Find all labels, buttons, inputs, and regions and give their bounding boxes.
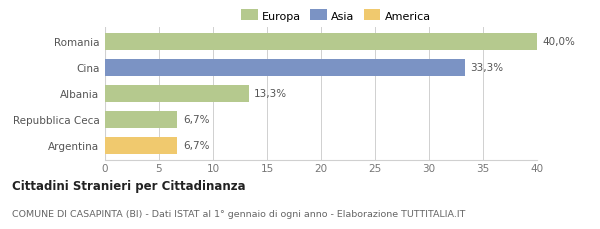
Bar [105, 112, 178, 128]
Text: 33,3%: 33,3% [470, 63, 503, 73]
Legend: Europa, Asia, America: Europa, Asia, America [239, 8, 433, 24]
Bar [105, 60, 464, 76]
Bar [105, 33, 537, 50]
Text: 13,3%: 13,3% [254, 89, 287, 99]
Text: Cittadini Stranieri per Cittadinanza: Cittadini Stranieri per Cittadinanza [12, 179, 245, 192]
Bar [105, 85, 248, 102]
Bar [105, 137, 178, 154]
Text: COMUNE DI CASAPINTA (BI) - Dati ISTAT al 1° gennaio di ogni anno - Elaborazione : COMUNE DI CASAPINTA (BI) - Dati ISTAT al… [12, 210, 466, 218]
Text: 6,7%: 6,7% [183, 141, 209, 151]
Text: 6,7%: 6,7% [183, 115, 209, 125]
Text: 40,0%: 40,0% [542, 37, 575, 47]
